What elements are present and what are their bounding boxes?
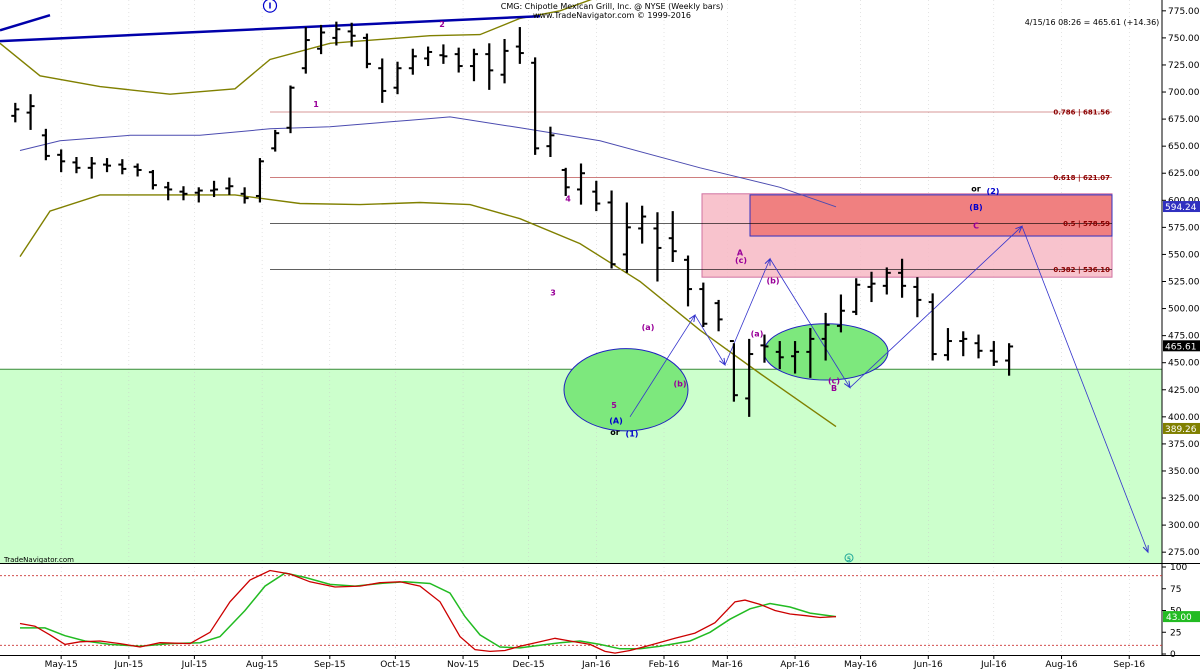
time-axis-label: May-15 — [45, 660, 78, 670]
trendline-short — [0, 14, 51, 32]
wave-label: (c) — [828, 376, 840, 385]
stochastic-value-label: 43.00 — [1166, 613, 1192, 623]
price-axis-label: 375.00 — [1168, 440, 1200, 450]
target-zone-inner — [749, 194, 1113, 237]
price-axis-label: 450.00 — [1168, 359, 1200, 369]
time-axis-label: Jun-16 — [913, 660, 943, 670]
price-tag — [1163, 201, 1200, 213]
wave-label: 2 — [439, 20, 445, 29]
price-axis-label: 525.00 — [1168, 278, 1200, 288]
time-axis-label: Mar-16 — [712, 660, 743, 670]
wave-label: or — [971, 185, 980, 194]
wave-label: or — [610, 428, 619, 437]
wave-label: 3 — [550, 289, 556, 298]
time-axis-label: Feb-16 — [649, 660, 680, 670]
time-axis-label: Oct-15 — [380, 660, 410, 670]
wave-label: B — [831, 384, 837, 393]
price-tag-label: 594.24 — [1165, 203, 1197, 213]
time-axis-label: Jul-16 — [980, 660, 1007, 670]
time-axis-label: Sep-16 — [1113, 660, 1145, 670]
price-axis-label: 425.00 — [1168, 386, 1200, 396]
wave-label: (a) — [642, 323, 655, 332]
indicator-axis-label: 25 — [1170, 628, 1181, 638]
time-axis-label: Aug-16 — [1045, 660, 1078, 670]
price-axis-label: 775.00 — [1168, 7, 1200, 17]
watermark: TradeNavigator.com — [3, 556, 74, 564]
price-axis-label: 725.00 — [1168, 61, 1200, 71]
time-axis-label: May-16 — [844, 660, 877, 670]
price-tag-label: 389.26 — [1165, 425, 1197, 435]
wave-label: A — [737, 249, 744, 258]
price-axis-label: 650.00 — [1168, 142, 1200, 152]
wave-label: 4 — [565, 194, 571, 203]
support-ellipse — [563, 348, 689, 432]
wave-label: (b) — [766, 277, 779, 286]
price-axis-label: 350.00 — [1168, 467, 1200, 477]
projection-segment — [724, 258, 771, 366]
price-tag-label: 465.61 — [1165, 342, 1197, 352]
wave-label-circle — [262, 0, 278, 13]
wave-label: 1 — [313, 100, 319, 109]
fib-level-label: 0.382 | 536.10 — [1053, 266, 1110, 275]
price-axis-label: 750.00 — [1168, 34, 1200, 44]
indicator-axis-label: 100 — [1170, 563, 1187, 573]
wave-label: C — [973, 221, 979, 230]
time-axis-label: Jan-16 — [581, 660, 611, 670]
indicator-axis-label: 75 — [1170, 585, 1181, 595]
price-axis-label: 550.00 — [1168, 250, 1200, 260]
wave-label: (2) — [987, 187, 1000, 196]
wave-label: (B) — [969, 203, 982, 212]
price-axis-label: 700.00 — [1168, 88, 1200, 98]
chart-copyright: www.TradeNavigator.com © 1999-2016 — [533, 11, 691, 20]
wave-label: (1) — [626, 429, 639, 438]
time-axis-label: Nov-15 — [447, 660, 479, 670]
indicator-axis-label: 0 — [1170, 650, 1176, 660]
projection-segment — [769, 258, 851, 388]
fib-level-label: 0.5 | 578.59 — [1063, 220, 1110, 229]
price-tag — [1163, 340, 1200, 352]
projection-segment — [1021, 226, 1149, 553]
price-axis-label: 625.00 — [1168, 169, 1200, 179]
fib-level-label: 0.786 | 681.56 — [1053, 108, 1110, 117]
stochastic-d-line — [20, 572, 837, 650]
time-axis-label: Apr-16 — [780, 660, 810, 670]
price-axis-label: 275.00 — [1168, 548, 1200, 558]
quote-readout: 4/15/16 08:26 = 465.61 (+14.36) — [1025, 18, 1160, 27]
time-axis-label: Jun-15 — [113, 660, 143, 670]
time-axis-label: Jul-15 — [181, 660, 208, 670]
time-axis-label: Sep-15 — [314, 660, 346, 670]
moving-average-line — [19, 116, 837, 208]
price-axis-label: 500.00 — [1168, 305, 1200, 315]
price-axis-label: 300.00 — [1168, 521, 1200, 531]
projection-segment — [849, 225, 1023, 388]
trendline-long — [0, 14, 541, 43]
time-axis-label: Dec-15 — [513, 660, 545, 670]
stochastic-k-line — [19, 569, 837, 654]
wave-label: 5 — [611, 401, 617, 410]
price-axis-label: 475.00 — [1168, 332, 1200, 342]
stochastic-value-tag — [1163, 611, 1200, 623]
envelope-lower-line — [19, 194, 837, 428]
time-axis-label: Aug-15 — [246, 660, 278, 670]
price-axis-label: 400.00 — [1168, 413, 1200, 423]
target-marker-label: 5 — [847, 556, 851, 563]
target-marker-circle — [844, 553, 854, 563]
wave-label: (c) — [735, 256, 747, 265]
wave-label: I — [269, 2, 272, 11]
projection-segment — [694, 314, 726, 366]
price-axis-label: 325.00 — [1168, 494, 1200, 504]
price-axis-label: 675.00 — [1168, 115, 1200, 125]
fib-level-label: 0.618 | 621.07 — [1053, 174, 1110, 183]
wave-label: (b) — [673, 380, 686, 389]
projection-segment — [629, 314, 696, 418]
price-tag — [1163, 422, 1200, 434]
wave-label: (A) — [609, 416, 623, 425]
wave-label: (a) — [751, 330, 764, 339]
price-axis-label: 575.00 — [1168, 223, 1200, 233]
projection-arrowhead — [1142, 545, 1149, 554]
chart-title: CMG: Chipotle Mexican Grill, Inc. @ NYSE… — [501, 2, 724, 11]
